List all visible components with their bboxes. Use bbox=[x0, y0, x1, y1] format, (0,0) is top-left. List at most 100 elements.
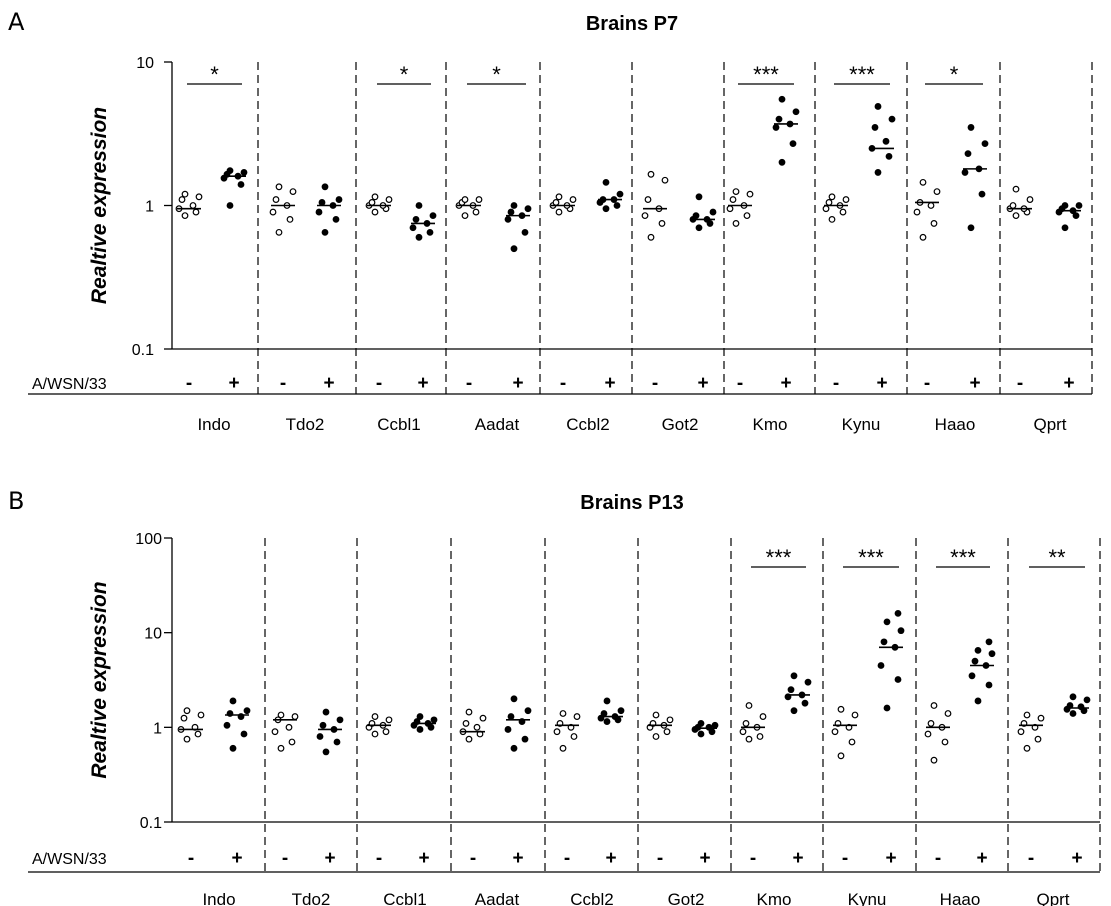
data-point-open bbox=[461, 212, 469, 220]
data-point-open bbox=[180, 714, 188, 722]
data-point-filled bbox=[318, 199, 326, 206]
data-point-open bbox=[288, 738, 296, 746]
x-tick-label: Got2 bbox=[668, 890, 705, 906]
data-point-open bbox=[837, 752, 845, 760]
data-point-open bbox=[924, 730, 932, 738]
data-point-filled bbox=[600, 710, 608, 717]
data-point-filled bbox=[888, 115, 896, 123]
condition-sign-minus: - bbox=[470, 848, 476, 869]
data-point-filled bbox=[1069, 693, 1077, 701]
significance-stars: ** bbox=[1048, 545, 1066, 570]
data-point-filled bbox=[322, 748, 330, 756]
condition-sign-plus: + bbox=[885, 848, 896, 869]
data-point-open bbox=[745, 735, 753, 743]
data-point-filled bbox=[321, 183, 329, 191]
data-point-filled bbox=[602, 178, 610, 186]
data-point-filled bbox=[882, 137, 890, 145]
data-point-open bbox=[371, 208, 379, 216]
data-point-filled bbox=[778, 158, 786, 166]
y-axis-label: Realtive expression bbox=[88, 581, 111, 778]
data-point-filled bbox=[971, 657, 979, 665]
significance-stars: *** bbox=[849, 62, 875, 87]
data-point-open bbox=[272, 196, 280, 203]
condition-sign-minus: - bbox=[1028, 848, 1034, 869]
data-point-open bbox=[839, 208, 847, 216]
condition-sign-minus: - bbox=[842, 848, 848, 869]
data-point-open bbox=[461, 196, 469, 203]
condition-sign-plus: + bbox=[792, 848, 803, 869]
data-point-filled bbox=[961, 169, 969, 176]
condition-sign-plus: + bbox=[976, 848, 987, 869]
data-point-open bbox=[828, 193, 836, 201]
data-point-open bbox=[941, 738, 949, 746]
data-point-open bbox=[1037, 714, 1045, 722]
data-point-filled bbox=[775, 115, 783, 123]
y-tick-label: 1 bbox=[153, 720, 162, 737]
x-tick-label: Ccbl2 bbox=[570, 890, 613, 906]
data-point-open bbox=[181, 212, 189, 220]
data-point-filled bbox=[877, 662, 885, 669]
significance-stars: * bbox=[400, 62, 409, 87]
data-point-open bbox=[652, 733, 660, 740]
x-tick-label: Ccbl1 bbox=[377, 415, 420, 434]
data-point-open bbox=[1012, 212, 1020, 220]
data-point-filled bbox=[602, 205, 610, 213]
data-point-open bbox=[1034, 735, 1042, 743]
data-point-open bbox=[927, 720, 935, 727]
condition-sign-minus: - bbox=[750, 848, 756, 869]
data-point-filled bbox=[603, 697, 611, 705]
data-point-filled bbox=[1069, 710, 1077, 717]
data-point-filled bbox=[229, 697, 237, 705]
data-point-filled bbox=[507, 713, 515, 720]
data-point-open bbox=[759, 713, 767, 720]
data-point-filled bbox=[319, 721, 327, 729]
data-point-open bbox=[277, 711, 285, 719]
condition-sign-minus: - bbox=[564, 848, 570, 869]
data-point-open bbox=[919, 178, 927, 186]
data-point-open bbox=[1023, 711, 1031, 719]
data-point-open bbox=[913, 208, 921, 216]
data-point-open bbox=[919, 233, 927, 241]
data-point-filled bbox=[521, 228, 529, 236]
condition-sign-plus: + bbox=[1071, 848, 1082, 869]
data-point-filled bbox=[978, 190, 986, 198]
data-point-filled bbox=[617, 707, 625, 715]
data-point-filled bbox=[964, 150, 972, 157]
data-point-open bbox=[289, 188, 297, 195]
data-point-filled bbox=[705, 723, 713, 731]
data-point-filled bbox=[613, 202, 621, 209]
x-tick-label: Kmo bbox=[757, 890, 792, 906]
condition-sign-plus: + bbox=[697, 373, 708, 394]
y-axis-label: Realtive expression bbox=[88, 107, 111, 304]
data-point-filled bbox=[772, 124, 780, 131]
data-point-open bbox=[1009, 202, 1017, 209]
x-tick-label: Tdo2 bbox=[286, 415, 325, 434]
data-point-filled bbox=[603, 718, 611, 725]
data-point-open bbox=[382, 728, 390, 736]
data-point-filled bbox=[874, 169, 882, 176]
condition-sign-plus: + bbox=[324, 848, 335, 869]
data-point-filled bbox=[695, 224, 703, 232]
data-point-filled bbox=[894, 676, 902, 683]
condition-sign-minus: - bbox=[657, 848, 663, 869]
data-point-filled bbox=[243, 707, 251, 715]
y-tick-label: 100 bbox=[135, 531, 162, 548]
data-point-open bbox=[559, 744, 567, 752]
data-point-open bbox=[178, 196, 186, 203]
condition-sign-plus: + bbox=[512, 373, 523, 394]
data-point-filled bbox=[804, 678, 812, 686]
data-point-open bbox=[746, 190, 754, 198]
data-point-open bbox=[927, 202, 935, 209]
data-point-filled bbox=[616, 190, 624, 198]
data-point-filled bbox=[695, 193, 703, 201]
data-point-open bbox=[745, 702, 753, 709]
condition-sign-plus: + bbox=[418, 848, 429, 869]
data-point-open bbox=[944, 710, 952, 717]
data-point-filled bbox=[409, 224, 417, 232]
data-point-open bbox=[851, 711, 859, 719]
data-point-filled bbox=[871, 124, 879, 131]
data-point-open bbox=[658, 220, 666, 227]
data-point-filled bbox=[985, 681, 993, 689]
data-point-filled bbox=[697, 720, 705, 727]
